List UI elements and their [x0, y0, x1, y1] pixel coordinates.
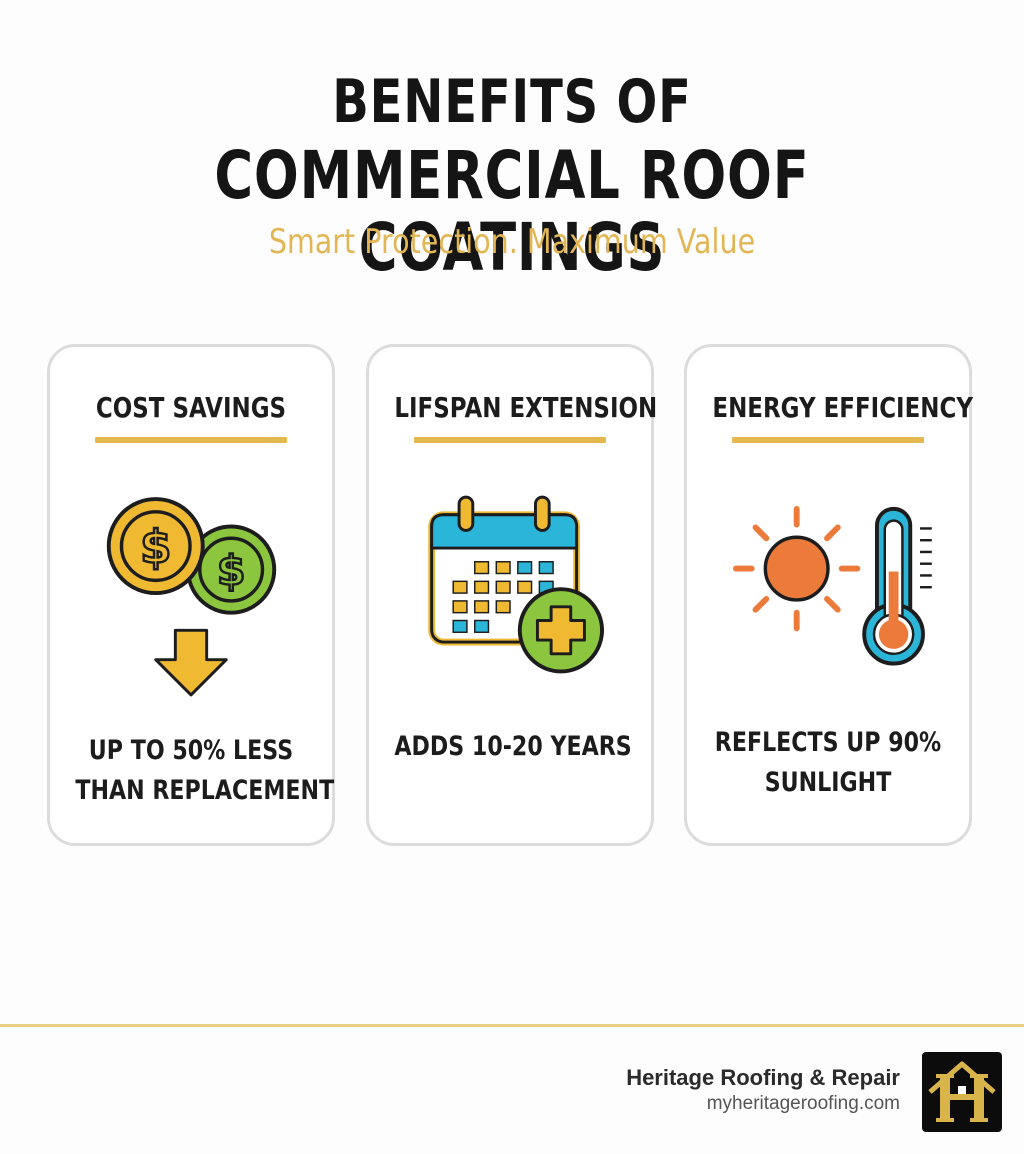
company-url: myheritageroofing.com — [706, 1093, 900, 1114]
card-title: LIFSPAN EXTENSION — [394, 391, 658, 424]
coins-down-arrow-icon: $ $ — [106, 497, 277, 697]
card-detail-line-1: UP TO 50% LESS — [88, 735, 294, 766]
card-energy-efficiency: ENERGY EFFICIENCY REFLECTS UP 90% — [684, 344, 973, 846]
card-title: ENERGY EFFICIENCY — [712, 391, 973, 424]
svg-text:$: $ — [140, 521, 171, 574]
card-detail-line-1: ADDS 10-20 YEARS — [394, 731, 632, 762]
page-subtitle: Smart Protection. Maximum Value — [268, 222, 756, 262]
house-h-logo-icon — [922, 1052, 1002, 1132]
calendar-plus-icon — [428, 495, 604, 674]
page-title-line-1: BENEFITS OF — [332, 67, 692, 137]
card-detail-line-2: THAN REPLACEMENT — [75, 775, 335, 806]
card-divider — [95, 437, 287, 443]
card-divider — [414, 437, 606, 443]
page-title-line-2: COMMERCIAL ROOF COATINGS — [214, 137, 810, 286]
card-detail-line-1: REFLECTS UP 90% — [714, 727, 942, 758]
card-divider — [732, 437, 924, 443]
brand-block: Heritage Roofing & Repair myheritageroof… — [626, 1064, 900, 1116]
card-title: COST SAVINGS — [95, 391, 287, 424]
card-cost-savings: COST SAVINGS $ $ UP TO 50% LESS THAN REP… — [47, 344, 335, 846]
card-lifespan-extension: LIFSPAN EXTENSION ADDS 10-20 YEARS — [366, 344, 658, 846]
sun-thermometer-icon — [733, 505, 932, 666]
company-name: Heritage Roofing & Repair — [626, 1065, 900, 1090]
svg-text:$: $ — [217, 546, 246, 594]
card-detail-line-2: SUNLIGHT — [764, 767, 892, 798]
footer-divider — [0, 1024, 1024, 1027]
